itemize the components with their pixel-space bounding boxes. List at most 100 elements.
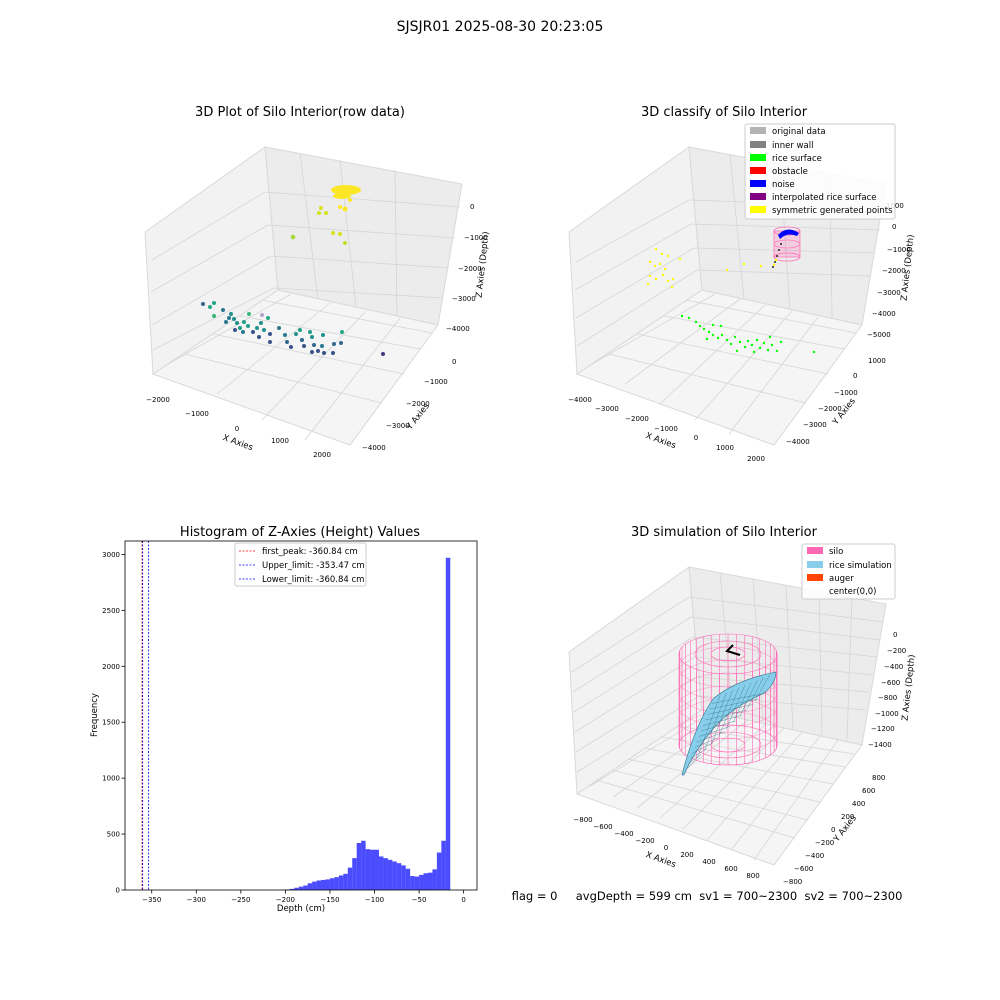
histogram-bar (410, 876, 415, 890)
histogram-legend: first_peak: -360.84 cm Upper_limit: -353… (234, 542, 367, 587)
legend-swatch-obstacle (750, 167, 766, 174)
histogram-bar (361, 840, 366, 890)
sim-x-tick: 600 (724, 865, 737, 873)
sim-x-tick: −200 (635, 837, 654, 845)
histogram-bar (441, 840, 446, 890)
sim-y-tick: −600 (794, 865, 813, 873)
raw-y-tick: 0 (452, 358, 456, 366)
histogram-x-tick-label: 0 (461, 896, 465, 904)
legend-swatch-rice-simulation (807, 561, 823, 568)
sim-y-tick: 600 (862, 787, 875, 795)
legend-label-interpolated: interpolated rice surface (772, 193, 877, 203)
classify-floor-pane (575, 289, 863, 446)
legend-label-symmetric: symmetric generated points (772, 206, 893, 216)
legend-label-noise: noise (772, 180, 795, 190)
histogram-x-label: Depth (cm) (277, 904, 325, 914)
legend-label-silo: silo (829, 547, 843, 557)
histogram-bar (414, 876, 420, 890)
sim-z-tick: −600 (881, 679, 900, 687)
sim-y-tick: −800 (783, 878, 802, 886)
raw-x-tick: −2000 (146, 396, 170, 404)
raw-z-tick: −4000 (446, 325, 470, 333)
histogram-x-tick-label: −300 (187, 896, 206, 904)
histogram-x-tick-label: −150 (320, 896, 339, 904)
histogram-bar (356, 843, 362, 890)
histogram-bar (378, 856, 384, 890)
sim-auger (725, 644, 741, 656)
classify-y-tick: −3000 (803, 421, 827, 429)
sim-z-tick: −800 (878, 694, 897, 702)
histogram-bar (303, 885, 308, 890)
histogram-marks (141, 541, 451, 890)
raw-x-label: X Axies (221, 433, 254, 453)
histogram-bar (343, 873, 348, 890)
legend-label-lower-limit: Lower_limit: -360.84 cm (262, 575, 364, 585)
classify-gridlines (574, 153, 885, 435)
classify-y-tick: 0 (853, 372, 857, 380)
histogram-axes: −350 −300 −250 −200 −150 −100 −50 0 0 500 1000 1500… (102, 551, 466, 904)
classify-x-tick: 2000 (747, 455, 765, 463)
histogram-bar (294, 887, 299, 890)
sim-x-tick: −600 (593, 823, 612, 831)
histogram-bar (427, 872, 433, 890)
legend-label-upper-limit: Upper_limit: -353.47 cm (262, 561, 365, 571)
raw-plot-title: 3D Plot of Silo Interior(row data) (195, 105, 405, 120)
histogram-y-tick-label: 1500 (102, 719, 120, 727)
histogram-x-tick-label: −250 (231, 896, 250, 904)
classify-z-tick: −4000 (872, 310, 896, 318)
legend-swatch-noise (750, 180, 766, 187)
legend-label-auger: auger (829, 574, 854, 584)
simulation-3d-plot: 3D simulation of Silo Interior −800 −600… (568, 525, 917, 886)
classify-x-tick: −1000 (654, 425, 678, 433)
sim-x-tick: −800 (573, 816, 592, 824)
sim-z-tick: 0 (893, 631, 897, 639)
legend-label-rice-surface: rice surface (772, 154, 822, 164)
sim-z-tick: −1000 (875, 710, 899, 718)
classify-z-tick: 0 (892, 223, 896, 231)
raw-yellow-cluster (290, 185, 361, 245)
figure-title: SJSJR01 2025-08-30 20:23:05 (397, 19, 604, 35)
raw-x-tick: 0 (235, 425, 239, 433)
classify-symmetric-points-2 (772, 258, 778, 267)
sim-z-tick: −1400 (868, 741, 892, 749)
legend-label-original-data: original data (772, 127, 826, 137)
sim-z-tick: −400 (884, 663, 903, 671)
histogram-x-tick-label: −350 (142, 896, 161, 904)
classify-3d-plot: 3D classify of Silo Interior −4000 −3000… (568, 105, 916, 463)
histogram-x-tick-label: −100 (365, 896, 384, 904)
legend-swatch-auger (807, 574, 823, 581)
histogram-bar (445, 557, 451, 890)
histogram-y-label: Frequency (90, 693, 100, 737)
sim-rice-surface (681, 671, 777, 776)
histogram-bar (392, 861, 397, 890)
histogram-bar (387, 859, 393, 890)
classify-x-label: X Axies (644, 431, 677, 451)
sim-x-tick: 0 (664, 844, 668, 852)
sim-y-tick: −200 (815, 839, 834, 847)
histogram-bar (347, 867, 353, 890)
sim-legend: silo rice simulation auger center(0,0) (801, 543, 896, 600)
histogram-bar (374, 849, 379, 890)
legend-label-obstacle: obstacle (772, 167, 808, 177)
sim-y-tick: −400 (805, 852, 824, 860)
classify-z-tick: −2000 (882, 267, 906, 275)
raw-y-tick: −4000 (362, 444, 386, 452)
classify-z-label: Z Axies (Depth) (900, 234, 917, 301)
raw-floor-points (201, 301, 385, 356)
histogram-bar (338, 875, 344, 890)
classify-z-tick: −3000 (877, 289, 901, 297)
classify-z-tick: −5000 (867, 331, 891, 339)
sim-x-tick: −400 (614, 830, 633, 838)
simulation-plot-title: 3D simulation of Silo Interior (631, 525, 818, 540)
histogram-y-tick-label: 2500 (102, 607, 120, 615)
sim-y-tick: 0 (831, 826, 835, 834)
classify-x-tick: 1000 (716, 444, 734, 452)
raw-z-tick: −1000 (464, 234, 488, 242)
sim-y-tick: 200 (841, 813, 854, 821)
histogram-y-tick-label: 1000 (102, 775, 120, 783)
histogram-x-tick-label: −50 (412, 896, 427, 904)
histogram-chart: Histogram of Z-Axies (Height) Values −35… (90, 525, 478, 914)
sim-y-tick: 800 (872, 774, 885, 782)
raw-y-tick: −2000 (406, 400, 430, 408)
